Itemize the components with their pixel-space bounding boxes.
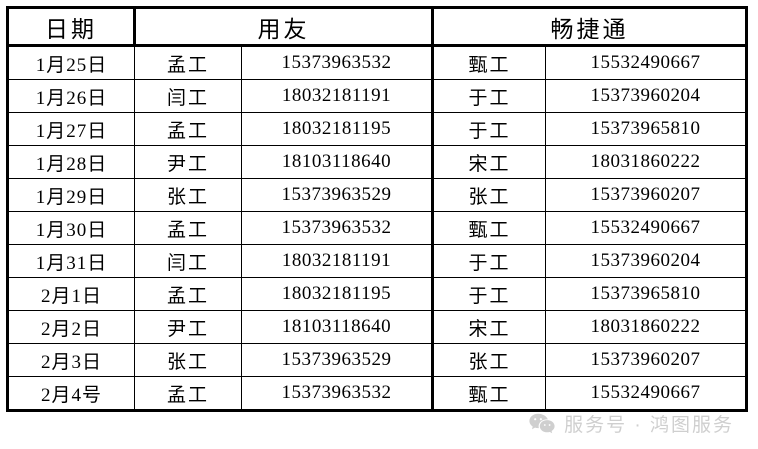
cell-changjietong-phone: 18031860222 (545, 310, 748, 344)
cell-changjietong-phone: 15373960207 (545, 178, 748, 212)
cell-date: 1月25日 (6, 45, 135, 80)
cell-yongyou-phone: 18032181191 (241, 79, 434, 113)
cell-yongyou-phone: 15373963529 (241, 178, 434, 212)
cell-yongyou-phone: 18103118640 (241, 310, 434, 344)
table-row: 1月31日 闫工 18032181191 于工 15373960204 (6, 244, 748, 278)
table-header-row: 日期 用友 畅捷通 (6, 6, 748, 47)
table-row: 2月4号 孟工 15373963532 甄工 15532490667 (6, 376, 748, 412)
cell-changjietong-name: 甄工 (432, 45, 546, 80)
wechat-icon (529, 413, 555, 433)
cell-date: 2月3日 (6, 343, 135, 377)
duty-schedule-table: 日期 用友 畅捷通 1月25日 孟工 15373963532 甄工 1553249066… (6, 6, 748, 412)
cell-yongyou-name: 张工 (134, 343, 242, 377)
cell-date: 2月1日 (6, 277, 135, 311)
cell-yongyou-name: 尹工 (134, 145, 242, 179)
cell-changjietong-phone: 15373965810 (545, 277, 748, 311)
cell-date: 1月29日 (6, 178, 135, 212)
cell-changjietong-phone: 15532490667 (545, 45, 748, 80)
cell-date: 1月26日 (6, 79, 135, 113)
cell-changjietong-name: 于工 (432, 112, 546, 146)
cell-changjietong-name: 于工 (432, 79, 546, 113)
cell-yongyou-name: 孟工 (134, 112, 242, 146)
cell-date: 2月2日 (6, 310, 135, 344)
table-row: 1月30日 孟工 15373963532 甄工 15532490667 (6, 211, 748, 245)
cell-yongyou-name: 闫工 (134, 244, 242, 278)
column-header-changjietong: 畅捷通 (432, 6, 748, 47)
cell-yongyou-phone: 18032181191 (241, 244, 434, 278)
cell-yongyou-phone: 18032181195 (241, 112, 434, 146)
table-row: 1月25日 孟工 15373963532 甄工 15532490667 (6, 45, 748, 80)
cell-changjietong-name: 甄工 (432, 211, 546, 245)
cell-changjietong-phone: 18031860222 (545, 145, 748, 179)
cell-date: 1月30日 (6, 211, 135, 245)
cell-changjietong-phone: 15532490667 (545, 376, 748, 412)
cell-changjietong-name: 于工 (432, 244, 546, 278)
cell-yongyou-name: 孟工 (134, 211, 242, 245)
cell-yongyou-phone: 15373963532 (241, 376, 434, 412)
cell-date: 2月4号 (6, 376, 135, 412)
cell-changjietong-name: 宋工 (432, 145, 546, 179)
footer-watermark: 服务号 · 鸿图服务 (529, 410, 734, 437)
table-header: 日期 用友 畅捷通 (6, 6, 748, 47)
cell-yongyou-name: 孟工 (134, 277, 242, 311)
cell-yongyou-phone: 15373963529 (241, 343, 434, 377)
cell-yongyou-name: 张工 (134, 178, 242, 212)
cell-changjietong-name: 甄工 (432, 376, 546, 412)
table-row: 2月3日 张工 15373963529 张工 15373960207 (6, 343, 748, 377)
cell-yongyou-phone: 15373963532 (241, 45, 434, 80)
table-row: 1月28日 尹工 18103118640 宋工 18031860222 (6, 145, 748, 179)
cell-yongyou-phone: 18103118640 (241, 145, 434, 179)
cell-yongyou-phone: 18032181195 (241, 277, 434, 311)
column-header-date: 日期 (6, 6, 136, 47)
cell-changjietong-name: 张工 (432, 343, 546, 377)
cell-changjietong-phone: 15373960204 (545, 244, 748, 278)
cell-changjietong-phone: 15373960204 (545, 79, 748, 113)
cell-date: 1月28日 (6, 145, 135, 179)
cell-yongyou-name: 孟工 (134, 45, 242, 80)
cell-yongyou-name: 闫工 (134, 79, 242, 113)
cell-date: 1月31日 (6, 244, 135, 278)
column-header-yongyou: 用友 (134, 6, 434, 47)
cell-changjietong-name: 张工 (432, 178, 546, 212)
footer-watermark-label: 服务号 · 鸿图服务 (564, 415, 734, 436)
cell-yongyou-name: 孟工 (134, 376, 242, 412)
table-row: 2月1日 孟工 18032181195 于工 15373965810 (6, 277, 748, 311)
table-body: 1月25日 孟工 15373963532 甄工 15532490667 1月26日 闫工 18… (6, 45, 748, 412)
cell-yongyou-phone: 15373963532 (241, 211, 434, 245)
cell-changjietong-name: 宋工 (432, 310, 546, 344)
cell-changjietong-phone: 15532490667 (545, 211, 748, 245)
cell-changjietong-name: 于工 (432, 277, 546, 311)
table-row: 1月27日 孟工 18032181195 于工 15373965810 (6, 112, 748, 146)
cell-changjietong-phone: 15373965810 (545, 112, 748, 146)
cell-changjietong-phone: 15373960207 (545, 343, 748, 377)
table-row: 2月2日 尹工 18103118640 宋工 18031860222 (6, 310, 748, 344)
table-row: 1月26日 闫工 18032181191 于工 15373960204 (6, 79, 748, 113)
table-row: 1月29日 张工 15373963529 张工 15373960207 (6, 178, 748, 212)
cell-date: 1月27日 (6, 112, 135, 146)
cell-yongyou-name: 尹工 (134, 310, 242, 344)
